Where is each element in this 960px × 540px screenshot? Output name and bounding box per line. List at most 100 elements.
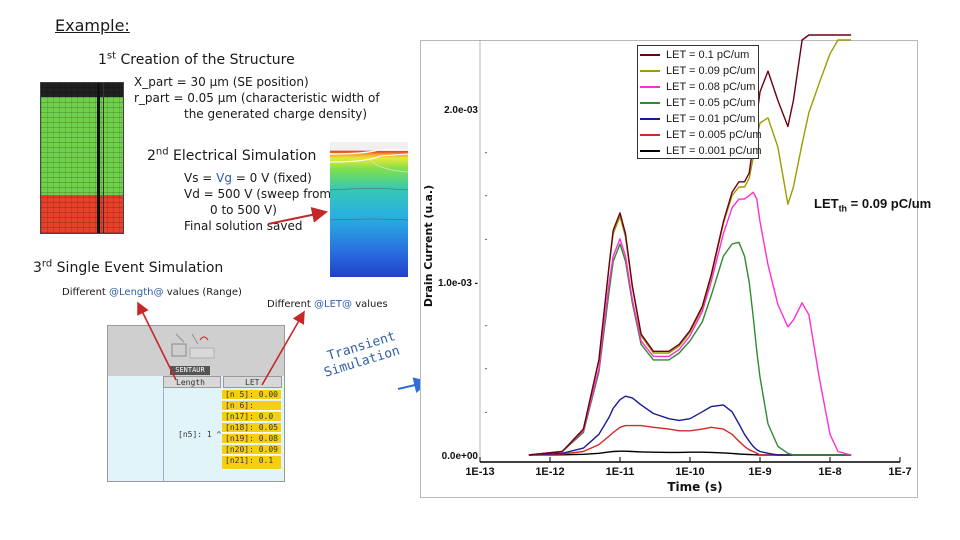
- electric-field-image: [330, 142, 408, 277]
- y-minor-tick-1: -: [485, 407, 488, 417]
- let-cell-5[interactable]: [n19]: 0.08: [222, 434, 281, 444]
- legend-label-3: LET = 0.08 pC/um: [666, 80, 756, 93]
- step1-sup: st: [106, 50, 117, 62]
- x-tick-label-2: 1E-12: [535, 466, 564, 478]
- diff-length-param: @Length@: [109, 287, 164, 298]
- legend-item-6: LET = 0.005 pC/um: [640, 127, 762, 142]
- legend-item-4: LET = 0.05 pC/um: [640, 95, 755, 110]
- page-title: Example:: [55, 16, 130, 35]
- step1-line-3: the generated charge density): [184, 107, 368, 121]
- legend-label-6: LET = 0.005 pC/um: [666, 128, 762, 141]
- series-line-2: [528, 39, 852, 456]
- let-threshold: LETth = 0.09 pC/um: [814, 196, 932, 214]
- step2-vs: Vs =: [184, 171, 217, 185]
- step1-line-2: r_part = 0.05 µm (characteristic width o…: [134, 91, 380, 105]
- step2-text: Electrical Simulation: [168, 148, 317, 164]
- workbench-table: SENTAUR Length LET [n5]: 1 ^: [107, 325, 285, 482]
- legend-swatch-5: [640, 117, 660, 120]
- step1-heading: 1st Creation of the Structure: [98, 50, 295, 68]
- y-axis-label: Drain Current (u.a.): [422, 185, 435, 307]
- y-tick-label-1: 0.0e+00: [442, 451, 479, 462]
- diff-let-note: Different @LET@ values: [267, 297, 388, 313]
- sentaurus-tool-icon: [168, 330, 220, 368]
- legend-swatch-2: [640, 69, 660, 72]
- y-tick-group: 0.0e+00 1.0e-03 - 2.0e-03 - - - - - -: [438, 105, 488, 462]
- y-minor-tick-5: -: [485, 191, 488, 201]
- legend-item-3: LET = 0.08 pC/um: [640, 79, 755, 94]
- chart-legend: LET = 0.1 pC/um LET = 0.09 pC/um LET = 0…: [637, 45, 762, 159]
- series-line-1: [528, 34, 852, 456]
- length-header-cell[interactable]: [163, 376, 221, 388]
- legend-item-1: LET = 0.1 pC/um: [640, 47, 749, 62]
- legend-item-2: LET = 0.09 pC/um: [640, 63, 755, 78]
- length-header: Length: [176, 378, 205, 387]
- legend-item-5: LET = 0.01 pC/um: [640, 111, 755, 126]
- step2-vg: Vg: [216, 171, 232, 185]
- step3-sup: rd: [41, 258, 53, 270]
- let-cell-7[interactable]: [n21]: 0.1: [222, 456, 281, 470]
- series-line-5: [528, 395, 852, 456]
- legend-label-7: LET = 0.001 pC/um: [666, 144, 762, 157]
- y-minor-tick-3: -: [485, 320, 488, 330]
- diff-length-note: Different @Length@ values (Range): [62, 285, 242, 301]
- let-cell-1[interactable]: [n 5]: 0.00: [222, 390, 281, 400]
- let-threshold-suffix: = 0.09 pC/um: [847, 196, 932, 211]
- let-cell-3[interactable]: [n17]: 0.0: [222, 412, 281, 422]
- step3-text: Single Event Simulation: [52, 260, 224, 276]
- diff-let-pre: Different: [267, 299, 315, 310]
- x-tick-label-3: 1E-11: [606, 466, 635, 478]
- chart-series-group: [528, 34, 852, 456]
- y-minor-tick-6: -: [485, 147, 488, 157]
- step2-vg-val: = 0 V (fixed): [231, 171, 312, 185]
- let-threshold-prefix: LET: [814, 196, 839, 211]
- y-tick-label-2: 1.0e-03 -: [438, 278, 478, 289]
- step2-heading: 2nd Electrical Simulation: [147, 146, 317, 164]
- legend-swatch-4: [640, 101, 660, 104]
- x-tick-group: 1E-13 1E-12 1E-11 1E-10 1E-9 1E-8 1E-7: [465, 457, 912, 478]
- legend-swatch-7: [640, 149, 660, 152]
- electrical-arrow: [267, 207, 328, 225]
- let-cell-6[interactable]: [n20]: 0.09: [222, 445, 281, 455]
- legend-label-2: LET = 0.09 pC/um: [666, 64, 756, 77]
- let-cell-4[interactable]: [n18]: 0.05: [222, 423, 281, 433]
- step2-line-1: Vs = Vg = 0 V (fixed): [184, 170, 312, 186]
- series-line-6: [528, 424, 852, 456]
- y-minor-tick-4: -: [485, 234, 488, 244]
- let-arrow: [261, 310, 305, 386]
- step3-num: 3: [33, 260, 42, 276]
- step1-num: 1: [98, 52, 107, 68]
- step1-line-1: X_part = 30 µm (SE position): [134, 75, 309, 89]
- legend-label-5: LET = 0.01 pC/um: [666, 112, 756, 125]
- length-value[interactable]: [n5]: 1 ^: [178, 430, 222, 439]
- diff-let-post: values: [352, 299, 388, 310]
- x-tick-label-6: 1E-8: [818, 466, 841, 478]
- series-line-4: [528, 241, 852, 456]
- step3-heading: 3rd Single Event Simulation: [33, 258, 224, 276]
- field-contours: [330, 149, 408, 221]
- diff-length-pre: Different: [62, 287, 110, 298]
- legend-swatch-3: [640, 85, 660, 88]
- let-threshold-sub: th: [838, 203, 848, 214]
- x-tick-label-7: 1E-7: [888, 466, 911, 478]
- x-tick-label-4: 1E-10: [675, 466, 704, 478]
- series-line-3: [528, 191, 852, 456]
- y-minor-tick-2: -: [485, 364, 488, 374]
- diff-let-param: @LET@: [314, 299, 353, 310]
- x-tick-label-1: 1E-13: [465, 466, 494, 478]
- step2-line-2: Vd = 500 V (sweep from: [184, 187, 332, 201]
- length-arrow: [137, 301, 177, 381]
- legend-label-4: LET = 0.05 pC/um: [666, 96, 756, 109]
- step2-sup: nd: [155, 146, 169, 158]
- table-divider: [163, 388, 164, 481]
- legend-swatch-1: [640, 53, 660, 56]
- legend-item-7: LET = 0.001 pC/um: [640, 143, 762, 158]
- sentaurus-logo: SENTAUR: [170, 366, 210, 375]
- y-tick-label-3: 2.0e-03: [444, 105, 478, 116]
- let-header: LET: [245, 378, 260, 387]
- x-axis-label: Time (s): [667, 480, 722, 494]
- let-header-cell[interactable]: [223, 376, 282, 388]
- diff-length-post: values (Range): [163, 287, 242, 298]
- x-tick-label-5: 1E-9: [748, 466, 771, 478]
- step2-line-3: 0 to 500 V): [210, 203, 277, 217]
